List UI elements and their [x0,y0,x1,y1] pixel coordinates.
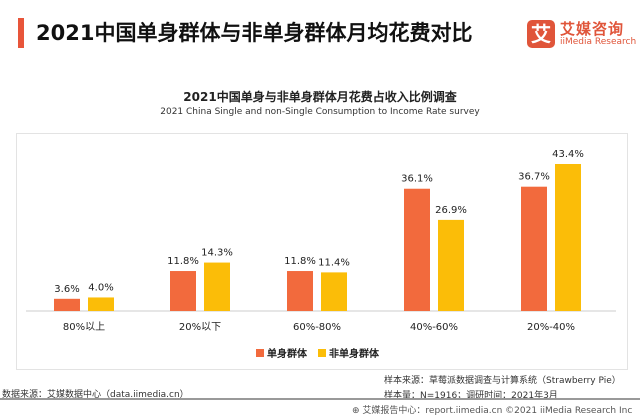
bar-non-single [88,297,114,311]
x-tick-label: 20%以下 [179,322,221,333]
data-label: 3.6% [54,284,79,295]
sample-size: 样本量：N=1916；调研时间：2021年3月 [384,391,558,401]
x-tick-label: 40%-60% [410,322,458,333]
brand-logo: 艾 [527,20,555,48]
legend-label: 非单身群体 [329,347,380,360]
bar-non-single [321,272,347,311]
brand-name-en: iiMedia Research [560,37,637,47]
chart-panel [16,133,628,370]
legend-swatch [318,349,326,357]
bar-non-single [438,219,464,311]
legend-swatch [256,349,264,357]
bar-single [521,186,547,311]
copyright-text: 艾媒报告中心：report.iimedia.cn ©2021 iiMedia R… [362,406,633,416]
brand-name: 艾媒咨询 [560,20,625,38]
data-label: 11.4% [318,257,350,268]
bar-non-single [555,164,581,311]
page-title: 2021中国单身群体与非单身群体月均花费对比 [36,21,473,45]
data-label: 26.9% [435,205,467,216]
x-tick-label: 20%-40% [527,322,575,333]
data-label: 11.8% [167,256,199,267]
data-label: 4.0% [88,282,113,293]
x-tick-label: 80%以上 [63,321,105,333]
bar-single [170,271,196,311]
x-tick-label: 60%-80% [293,322,341,333]
data-source: 数据来源：艾媒数据中心（data.iimedia.cn） [2,390,189,400]
chart-title: 2021中国单身与非单身群体月花费占收入比例调查 [183,90,457,104]
bar-single [54,298,80,311]
globe-icon: ⊕ [352,406,360,416]
chart-subtitle: 2021 China Single and non-Single Consump… [160,107,480,117]
data-label: 36.7% [518,172,550,183]
legend-label: 单身群体 [267,347,308,360]
header-accent [18,18,24,48]
copyright: ⊕ 艾媒报告中心：report.iimedia.cn ©2021 iiMedia… [352,403,632,416]
data-label: 11.8% [284,256,316,267]
footer-divider [0,398,640,400]
data-label: 43.4% [552,149,584,160]
bar-single [287,271,313,311]
data-label: 36.1% [401,174,433,185]
data-label: 14.3% [201,248,233,259]
bar-non-single [204,262,230,311]
bar-single [404,188,430,311]
sample-source: 样本来源：草莓派数据调查与计算系统（Strawberry Pie） [384,376,621,386]
